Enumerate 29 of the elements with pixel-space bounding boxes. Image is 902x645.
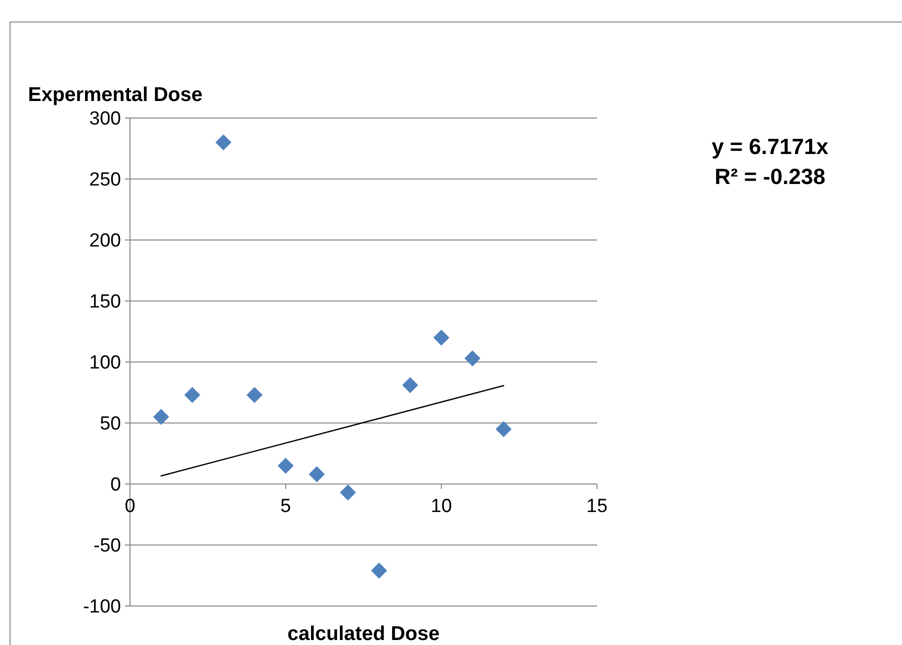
text: R² = -0.238 [714,164,826,189]
point [278,458,294,474]
y-tick-label: 300 [89,108,121,130]
point [246,386,263,403]
point [371,562,388,579]
x-tick-label: 0 [124,496,136,517]
point [464,350,480,366]
y-tick-label: 200 [89,230,121,252]
point [153,408,170,425]
y-tick-label: 150 [89,292,121,313]
point [402,377,418,394]
x-tick-label: 5 [280,496,291,517]
y-tick-label: 0 [110,474,121,496]
point [496,421,512,438]
y-tick-label: 250 [89,170,121,191]
text: y = 6.7171x [712,134,830,159]
y-axis-title: Expermental Dose [28,84,203,106]
point [215,134,232,150]
x-tick-label: 10 [430,496,452,517]
x-axis-title: calculated Dose [287,623,440,645]
point [308,466,325,482]
point [433,330,450,346]
point [340,484,356,501]
x-tick-label: 15 [586,496,608,517]
y-tick-label: -50 [94,536,121,557]
point [184,386,200,403]
y-tick-label: 100 [89,352,121,374]
y-tick-label: -100 [82,596,121,618]
y-tick-label: 50 [100,414,121,435]
